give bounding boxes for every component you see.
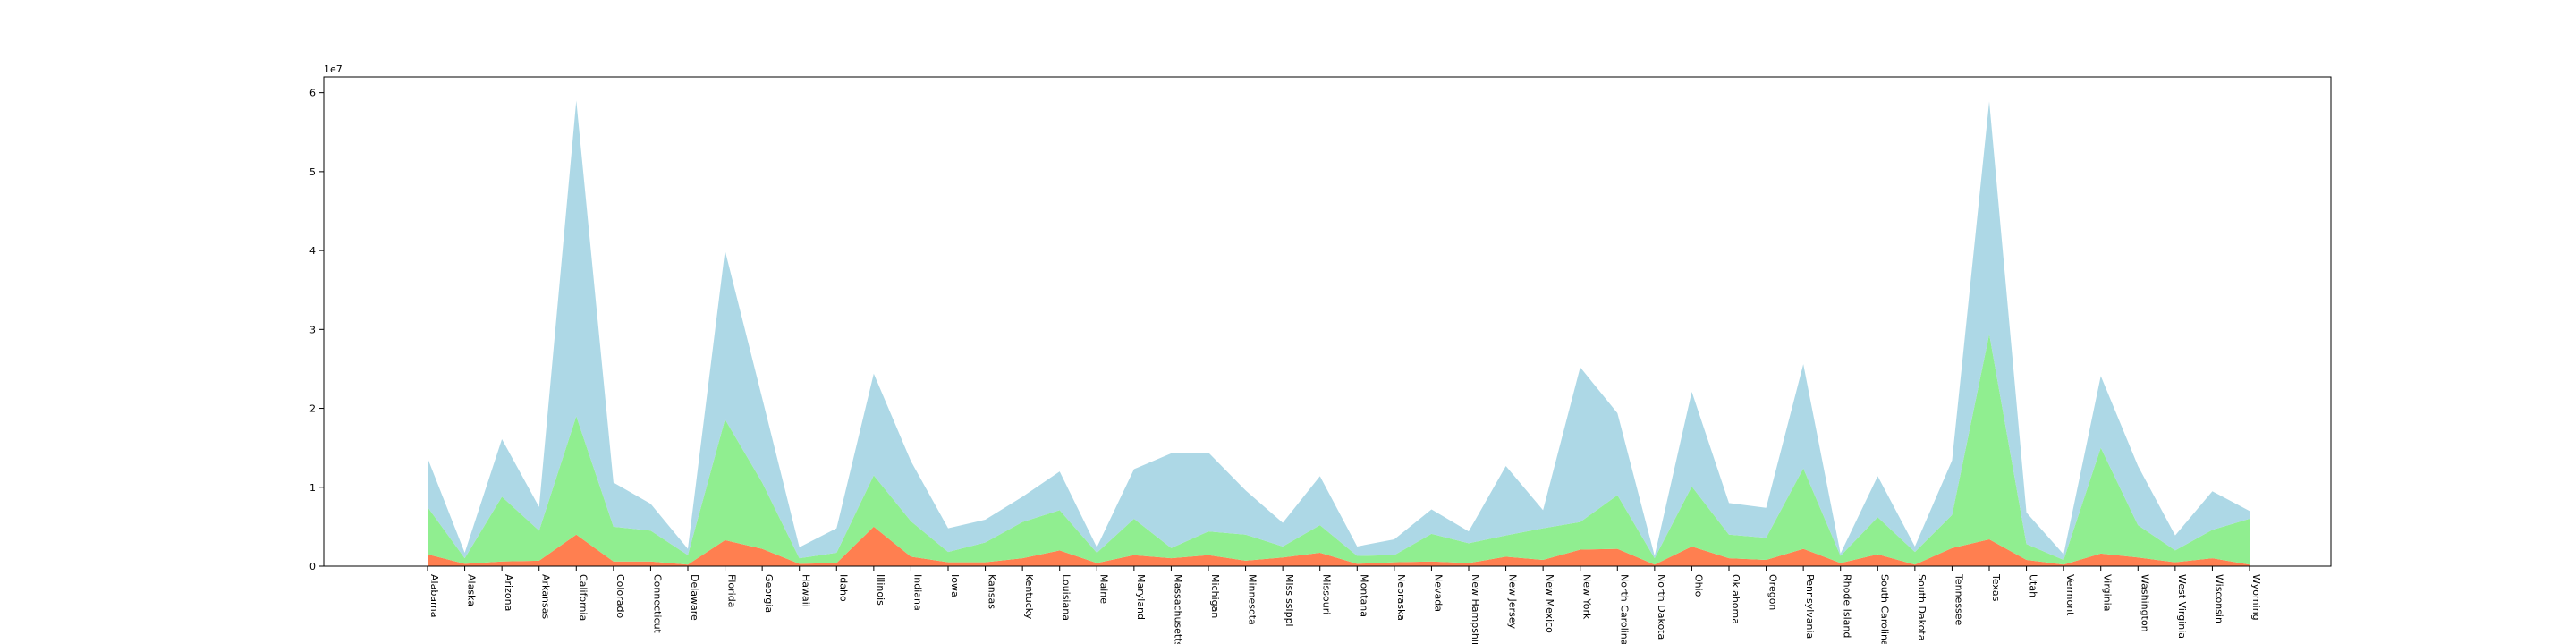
x-tick-label: Alabama bbox=[428, 574, 440, 618]
x-tick-label: Connecticut bbox=[651, 574, 663, 634]
x-tick-label: Massachusetts bbox=[1172, 574, 1183, 644]
x-tick-label: Pennsylvania bbox=[1804, 574, 1816, 639]
x-tick-label: Oklahoma bbox=[1730, 574, 1741, 624]
area-layers bbox=[428, 100, 2250, 566]
x-tick-label: Nebraska bbox=[1395, 574, 1407, 621]
y-tick-label: 4 bbox=[309, 245, 316, 257]
x-tick-label: South Dakota bbox=[1916, 574, 1928, 640]
x-tick-label: Rhode Island bbox=[1842, 574, 1853, 638]
area-series-2 bbox=[428, 334, 2250, 565]
plot-frame bbox=[323, 76, 2332, 567]
x-tick-label: Maine bbox=[1097, 574, 1109, 604]
x-tick-label: Kansas bbox=[987, 574, 998, 609]
x-tick-label: Montana bbox=[1358, 574, 1369, 617]
y-tick-label: 3 bbox=[309, 324, 316, 335]
x-tick-label: Maryland bbox=[1135, 574, 1147, 620]
x-axis: Alabama Alaska Arizona Arkansas California Co… bbox=[427, 566, 2262, 644]
x-tick-label: Florida bbox=[726, 574, 738, 607]
x-tick-label: Idaho bbox=[837, 574, 849, 602]
x-tick-label: Vermont bbox=[2064, 574, 2076, 616]
x-tick-label: Alaska bbox=[466, 574, 478, 606]
x-tick-label: Wisconsin bbox=[2213, 574, 2224, 623]
x-tick-label: Delaware bbox=[689, 574, 700, 621]
x-tick-label: Mississippi bbox=[1284, 574, 1295, 627]
x-tick-label: Louisiana bbox=[1061, 574, 1072, 621]
x-tick-label: North Carolina bbox=[1618, 574, 1630, 644]
x-tick-label: South Carolina bbox=[1878, 574, 1890, 644]
x-tick-label: Arkansas bbox=[540, 574, 552, 619]
x-tick-label: Oregon bbox=[1767, 574, 1779, 610]
x-tick-label: Tennessee bbox=[1953, 573, 1964, 626]
x-tick-label: Missouri bbox=[1321, 574, 1333, 614]
x-tick-label: Wyoming bbox=[2250, 574, 2262, 621]
x-tick-label: Michigan bbox=[1209, 574, 1221, 618]
x-tick-label: Colorado bbox=[614, 574, 626, 618]
y-tick-label: 6 bbox=[309, 88, 316, 99]
x-tick-label: Illinois bbox=[875, 574, 886, 606]
x-tick-label: West Virginia bbox=[2176, 574, 2188, 639]
x-tick-label: North Dakota bbox=[1656, 574, 1667, 640]
y-tick-label: 0 bbox=[309, 561, 316, 572]
x-tick-label: Arizona bbox=[503, 574, 514, 611]
x-tick-label: Ohio bbox=[1692, 574, 1704, 597]
y-axis: 0 1 2 3 4 5 6 bbox=[309, 88, 324, 572]
x-tick-label: Virginia bbox=[2102, 574, 2114, 611]
x-tick-label: Indiana bbox=[911, 574, 923, 611]
x-tick-label: New Mexico bbox=[1544, 574, 1555, 633]
area-series-1 bbox=[428, 526, 2250, 566]
x-tick-label: Texas bbox=[1990, 573, 2002, 602]
x-tick-label: Iowa bbox=[949, 574, 961, 597]
x-tick-label: Hawaii bbox=[801, 574, 812, 607]
y-tick-label: 1 bbox=[309, 482, 316, 494]
y-tick-label: 2 bbox=[309, 403, 316, 415]
area-series-3 bbox=[428, 100, 2250, 560]
x-tick-label: New Hampshire bbox=[1470, 574, 1481, 644]
x-tick-label: Nevada bbox=[1432, 574, 1444, 612]
x-tick-label: Utah bbox=[2028, 574, 2039, 597]
x-tick-label: Washington bbox=[2139, 574, 2150, 632]
x-tick-label: New York bbox=[1581, 574, 1593, 620]
y-tick-label: 5 bbox=[309, 166, 316, 178]
x-tick-label: California bbox=[577, 574, 589, 621]
x-tick-label: Georgia bbox=[763, 574, 775, 613]
x-tick-label: Kentucky bbox=[1023, 574, 1035, 620]
x-tick-label: Minnesota bbox=[1247, 574, 1258, 625]
x-tick-label: New Jersey bbox=[1507, 574, 1519, 630]
y-scale-label: 1e7 bbox=[324, 64, 343, 75]
